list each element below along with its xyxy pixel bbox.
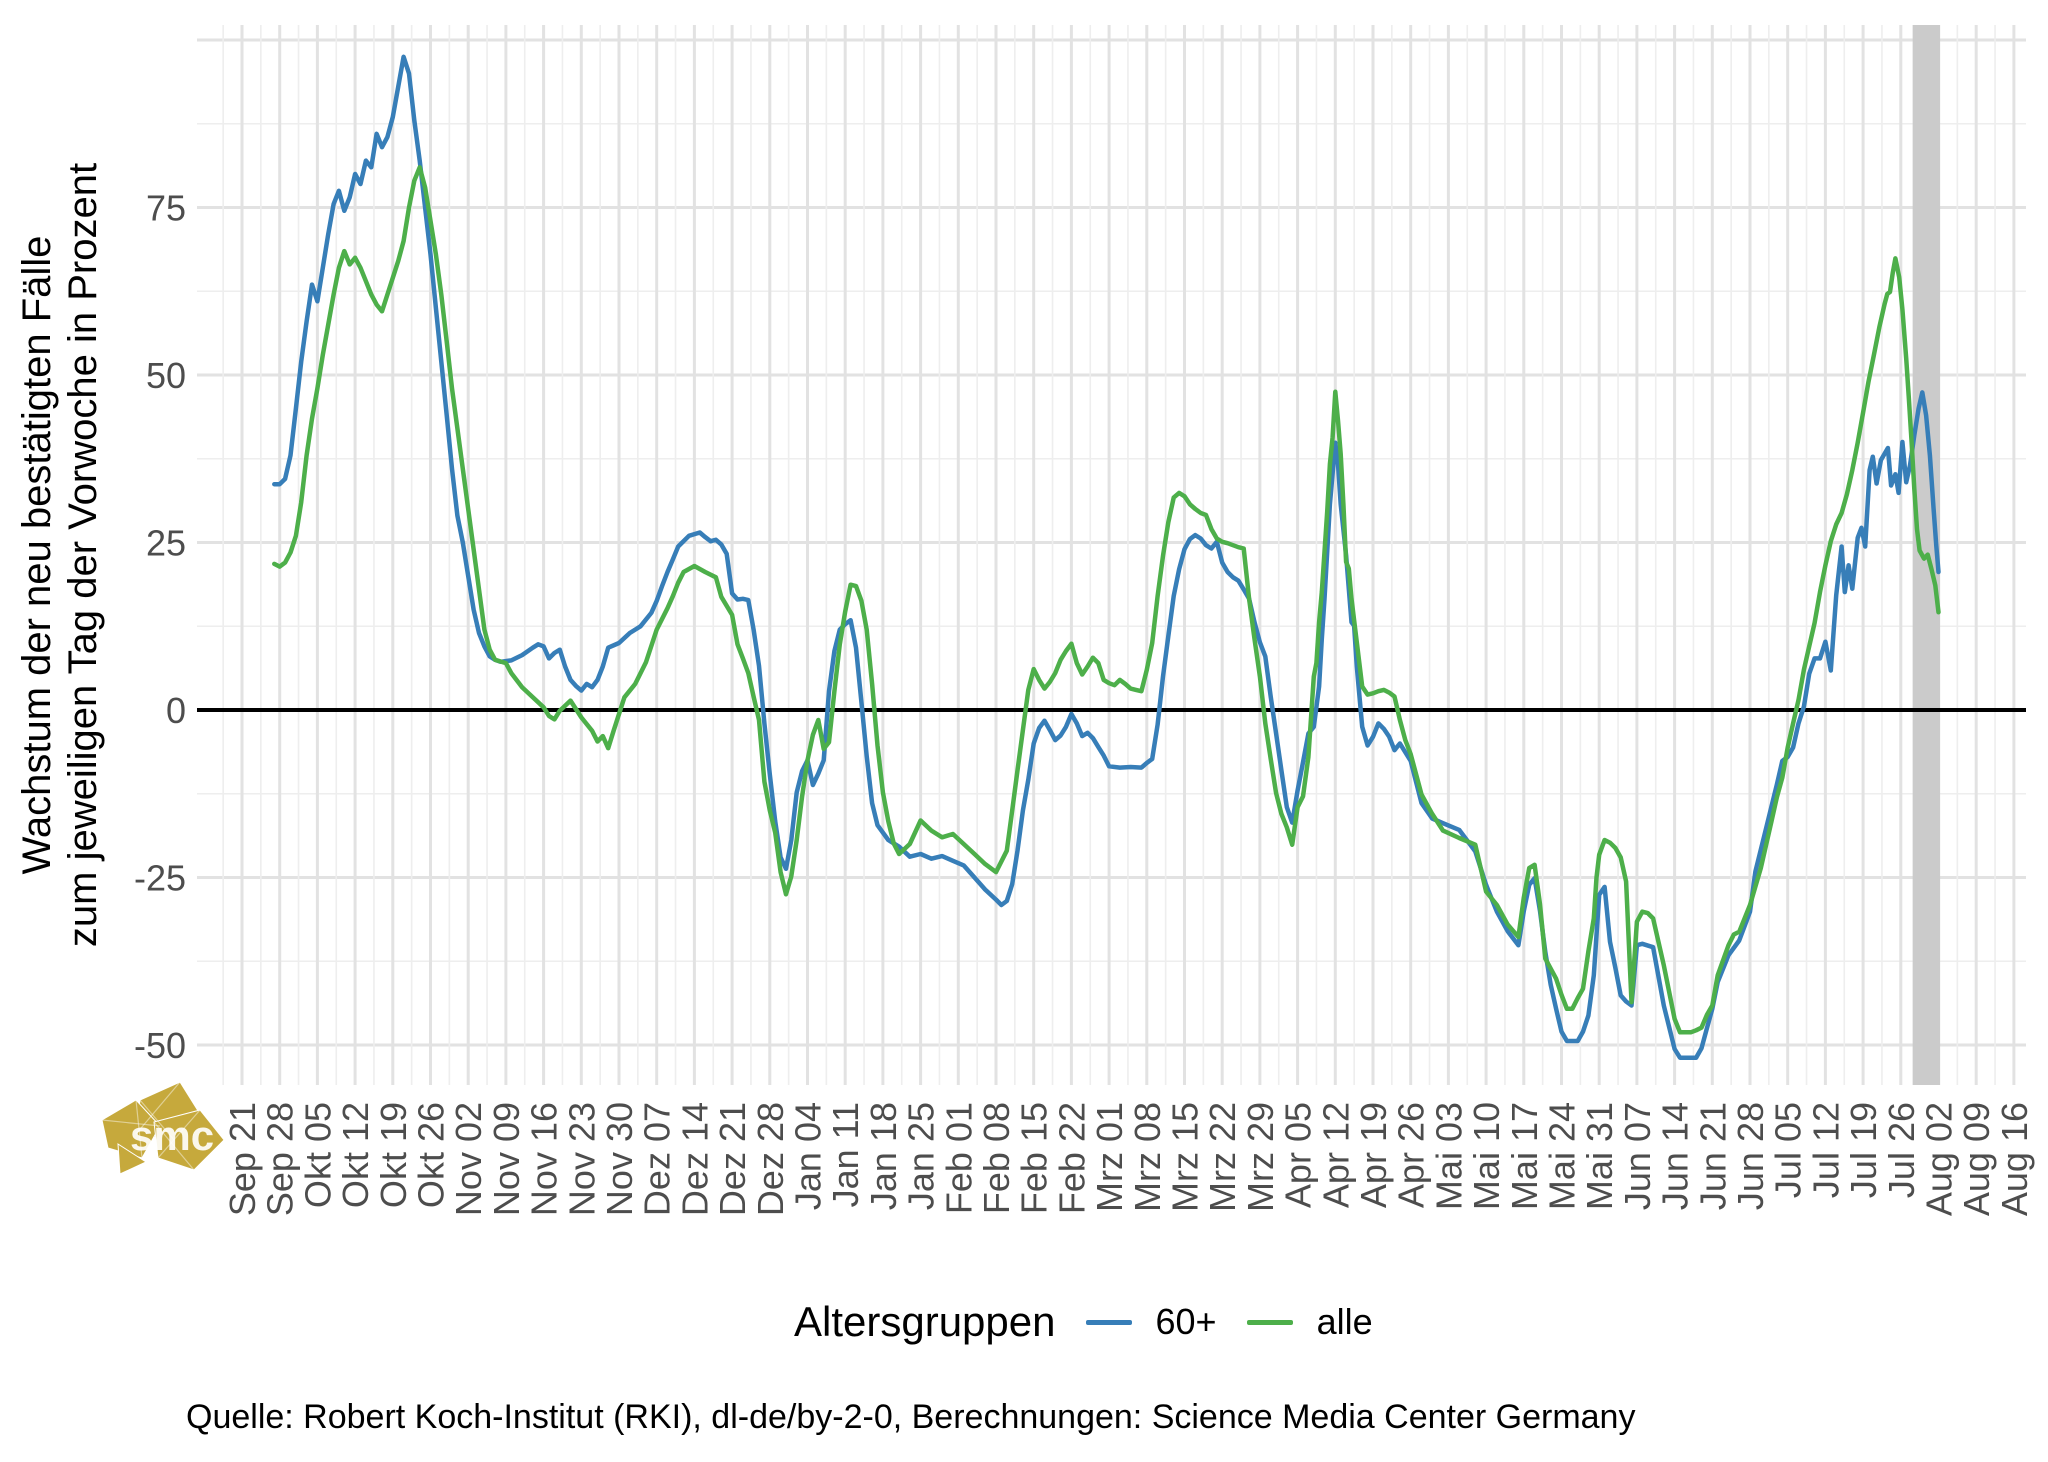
x-tick-label: Dez 14 <box>674 1102 715 1216</box>
y-tick-label: 75 <box>146 188 186 229</box>
x-tick-label: Nov 09 <box>486 1102 527 1216</box>
legend-title: Altersgruppen <box>794 1298 1056 1345</box>
x-tick-label: Apr 12 <box>1315 1102 1356 1208</box>
x-tick-label: Mai 03 <box>1428 1102 1469 1210</box>
x-tick-label: Jul 19 <box>1843 1102 1884 1198</box>
x-tick-label: Feb 15 <box>1014 1102 1055 1214</box>
x-tick-label: Okt 12 <box>335 1102 376 1208</box>
y-tick-label: -50 <box>134 1025 186 1066</box>
x-tick-label: Jan 25 <box>901 1102 942 1210</box>
y-axis-title: Wachstum der neu bestätigten Fälle <box>15 236 59 875</box>
x-tick-label: Aug 16 <box>1994 1102 2035 1216</box>
x-tick-label: Dez 21 <box>712 1102 753 1216</box>
smc-logo: smc <box>101 1081 225 1175</box>
x-tick-label: Mrz 29 <box>1240 1102 1281 1212</box>
x-tick-label: Mai 17 <box>1504 1102 1545 1210</box>
x-tick-label: Mrz 08 <box>1127 1102 1168 1212</box>
series-line-60plus <box>272 54 1941 1060</box>
x-tick-label: Nov 30 <box>599 1102 640 1216</box>
x-tick-label: Apr 26 <box>1391 1102 1432 1208</box>
smc-logo-facet <box>117 1143 148 1175</box>
x-tick-label: Jan 11 <box>825 1102 866 1207</box>
x-tick-label: Jul 12 <box>1805 1102 1846 1198</box>
smc-logo-text: smc <box>130 1112 214 1159</box>
legend: Altersgruppen 60+ alle <box>794 1298 1373 1346</box>
x-tick-label: Mai 24 <box>1541 1102 1582 1210</box>
x-tick-label: Nov 02 <box>448 1102 489 1216</box>
x-tick-label: Jun 28 <box>1730 1102 1771 1210</box>
x-tick-label: Nov 23 <box>561 1102 602 1216</box>
x-tick-label: Aug 09 <box>1956 1102 1997 1216</box>
x-tick-label: Okt 19 <box>373 1102 414 1208</box>
series-line-alle <box>272 165 1941 1035</box>
x-tick-label: Feb 01 <box>938 1102 979 1214</box>
y-tick-label: 0 <box>166 690 186 731</box>
x-tick-label: Jul 05 <box>1768 1102 1809 1198</box>
x-tick-label: Okt 05 <box>297 1102 338 1208</box>
x-tick-label: Feb 22 <box>1051 1102 1092 1214</box>
x-tick-label: Aug 02 <box>1918 1102 1959 1216</box>
y-tick-label: 25 <box>146 523 186 564</box>
source-note: Quelle: Robert Koch-Institut (RKI), dl-d… <box>186 1398 1636 1436</box>
smc-logo-facet <box>153 1109 225 1171</box>
smc-logo-facet-line <box>153 1121 195 1171</box>
x-tick-label: Apr 05 <box>1278 1102 1319 1208</box>
legend-item-alle: alle <box>1316 1301 1373 1342</box>
x-tick-label: Jun 21 <box>1692 1102 1733 1210</box>
x-tick-label: Dez 28 <box>750 1102 791 1216</box>
x-tick-label: Okt 26 <box>410 1102 451 1208</box>
x-tick-label: Jun 14 <box>1655 1102 1696 1210</box>
y-tick-label: 50 <box>146 355 186 396</box>
smc-logo-facet-line <box>157 1109 201 1159</box>
x-tick-label: Dez 07 <box>637 1102 678 1216</box>
x-tick-label: Jun 07 <box>1617 1102 1658 1210</box>
legend-key-60plus <box>1085 1319 1132 1325</box>
x-tick-label: Jul 26 <box>1881 1102 1922 1198</box>
smc-logo-facet-line <box>135 1099 143 1159</box>
x-tick-label: Nov 16 <box>524 1102 565 1216</box>
x-tick-label: Sep 21 <box>222 1102 263 1216</box>
y-axis-title: zum jeweiligen Tag der Vorwoche in Proze… <box>61 163 105 947</box>
x-tick-label: Mrz 22 <box>1202 1102 1243 1212</box>
x-tick-label: Jan 18 <box>863 1102 904 1210</box>
x-tick-label: Feb 08 <box>976 1102 1017 1214</box>
smc-logo-facet-line <box>101 1119 161 1127</box>
x-tick-label: Jan 04 <box>787 1102 828 1210</box>
x-tick-label: Mrz 15 <box>1164 1102 1205 1212</box>
smc-logo-facet-line <box>135 1081 181 1135</box>
legend-key-alle <box>1246 1319 1293 1325</box>
x-tick-label: Mrz 01 <box>1089 1102 1130 1212</box>
x-tick-label: Apr 19 <box>1353 1102 1394 1208</box>
x-tick-label: Mai 10 <box>1466 1102 1507 1210</box>
smc-logo-facet <box>101 1099 161 1159</box>
plot-panel <box>197 25 2026 1085</box>
x-tick-label: Mai 31 <box>1579 1102 1620 1210</box>
legend-item-60plus: 60+ <box>1155 1301 1217 1342</box>
smc-logo-facet-line <box>139 1099 175 1141</box>
y-tick-label: -25 <box>134 858 186 899</box>
x-tick-label: Sep 28 <box>260 1102 301 1216</box>
